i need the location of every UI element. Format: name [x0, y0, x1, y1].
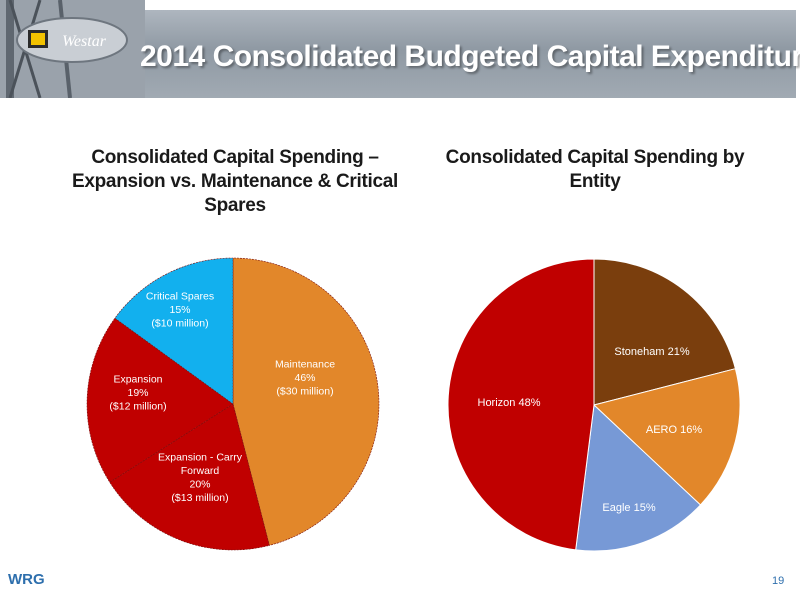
svg-text:Westar: Westar: [62, 33, 107, 50]
page-number: 19: [772, 575, 785, 587]
slice-label: 19%: [127, 387, 148, 399]
slice-label: Eagle 15%: [602, 502, 655, 514]
slice-label: 46%: [294, 372, 315, 384]
page-title: 2014 Consolidated Budgeted Capital Expen…: [140, 40, 800, 73]
slice-label: Critical Spares: [146, 290, 214, 302]
chart-title-line: Consolidated Capital Spending by: [445, 147, 745, 168]
pie-slice: [592, 368, 741, 506]
pie-slice: [109, 403, 270, 551]
pie-slice: [593, 258, 737, 406]
slice-label: Expansion: [113, 373, 162, 385]
pie-slice: [447, 258, 595, 551]
company-logo: Westar: [0, 0, 145, 98]
chart-title-line: Expansion vs. Maintenance & Critical: [71, 171, 399, 192]
slice-label: 15%: [169, 304, 190, 316]
chart-title-line: Spares: [204, 195, 266, 216]
pie-slice: [575, 403, 702, 552]
pie-slice: [232, 257, 380, 546]
slice-label: ($12 million): [109, 400, 166, 412]
slice-label: 20%: [189, 479, 210, 491]
chart-title-expansion-maintenance: Consolidated Capital Spending – Expansio…: [40, 146, 430, 218]
slice-label: AERO 16%: [646, 424, 702, 436]
slice-label: Maintenance: [275, 358, 335, 370]
pie-slice: [86, 317, 234, 483]
slice-label: ($13 million): [171, 492, 228, 504]
footer-brand: WRG: [8, 571, 45, 588]
slice-label: Horizon 48%: [478, 397, 541, 409]
chart-title-line: Entity: [569, 171, 621, 192]
slice-label: Forward: [181, 465, 220, 477]
pie-slice: [114, 257, 234, 405]
slice-label: Stoneham 21%: [614, 346, 689, 358]
chart-title-by-entity: Consolidated Capital Spending by Entity: [410, 146, 780, 194]
slice-label: ($30 million): [276, 385, 333, 397]
chart-title-line: Consolidated Capital Spending –: [91, 147, 379, 168]
slice-label: Expansion - Carry: [158, 452, 243, 464]
slice-label: ($10 million): [151, 317, 208, 329]
